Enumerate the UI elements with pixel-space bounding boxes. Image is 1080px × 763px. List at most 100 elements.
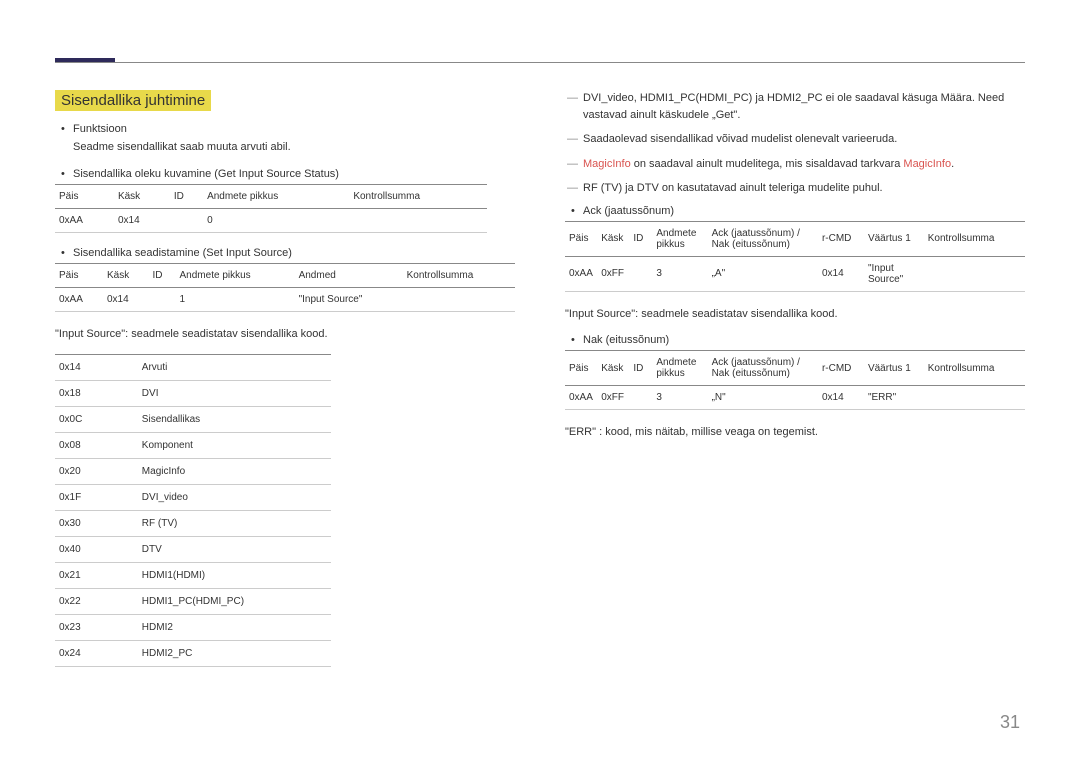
td: 0xAA [565, 386, 597, 410]
th: Kontrollsumma [403, 263, 515, 287]
err-note: "ERR" : kood, mis näitab, millise veaga … [565, 424, 1025, 441]
code-hex: 0x1F [55, 485, 138, 511]
left-column: Sisendallika juhtimine Funktsioon Seadme… [55, 90, 515, 681]
td [349, 208, 487, 232]
table-nak: Päis Käsk ID Andmete pikkus Ack (jaatuss… [565, 350, 1025, 410]
table-source-codes: 0x14Arvuti0x18DVI0x0CSisendallikas0x08Ko… [55, 354, 331, 667]
note-dvi: DVI_video, HDMI1_PC(HDMI_PC) ja HDMI2_PC… [583, 90, 1025, 123]
table-ack: Päis Käsk ID Andmete pikkus Ack (jaatuss… [565, 221, 1025, 292]
code-hex: 0x23 [55, 615, 138, 641]
th: Kontrollsumma [349, 184, 487, 208]
td: „A" [708, 256, 818, 291]
code-hex: 0x24 [55, 641, 138, 667]
funktsioon-desc: Seadme sisendallikat saab muuta arvuti a… [73, 139, 515, 156]
td: 3 [652, 386, 707, 410]
td [170, 208, 203, 232]
td [403, 287, 515, 311]
th: Käsk [114, 184, 170, 208]
code-label: Arvuti [138, 355, 331, 381]
td [148, 287, 175, 311]
td: 3 [652, 256, 707, 291]
th: ID [170, 184, 203, 208]
th: Andmed [295, 263, 403, 287]
page-content: Sisendallika juhtimine Funktsioon Seadme… [55, 90, 1025, 681]
code-label: Sisendallikas [138, 407, 331, 433]
code-label: DTV [138, 537, 331, 563]
code-label: HDMI1(HDMI) [138, 563, 331, 589]
section-title: Sisendallika juhtimine [55, 90, 211, 111]
th: Väärtus 1 [864, 351, 924, 386]
th: Päis [565, 351, 597, 386]
code-label: DVI [138, 381, 331, 407]
code-label: HDMI2 [138, 615, 331, 641]
th: Andmete pikkus [652, 221, 707, 256]
th: ID [148, 263, 175, 287]
td [924, 256, 1025, 291]
th: Kontrollsumma [924, 351, 1025, 386]
td: "ERR" [864, 386, 924, 410]
td: 0x14 [103, 287, 148, 311]
input-source-note: "Input Source": seadmele seadistatav sis… [55, 326, 515, 343]
th: Andmete pikkus [176, 263, 295, 287]
td: 1 [176, 287, 295, 311]
th: ID [629, 221, 652, 256]
td: 0xFF [597, 386, 629, 410]
th: Andmete pikkus [652, 351, 707, 386]
th: Ack (jaatussõnum) / Nak (eitussõnum) [708, 351, 818, 386]
highlight-magicinfo: MagicInfo [583, 158, 631, 170]
td: 0xAA [55, 287, 103, 311]
th: Päis [55, 263, 103, 287]
th: Kontrollsumma [924, 221, 1025, 256]
note3-mid: on saadaval ainult mudelitega, mis sisal… [631, 158, 904, 170]
right-column: DVI_video, HDMI1_PC(HDMI_PC) ja HDMI2_PC… [565, 90, 1025, 681]
page-number: 31 [1000, 712, 1020, 733]
code-label: MagicInfo [138, 459, 331, 485]
code-label: DVI_video [138, 485, 331, 511]
td [629, 256, 652, 291]
th: r-CMD [818, 221, 864, 256]
note-sources: Saadaolevad sisendallikad võivad mudelis… [583, 131, 1025, 148]
th: Ack (jaatussõnum) / Nak (eitussõnum) [708, 221, 818, 256]
td: 0xFF [597, 256, 629, 291]
th: Päis [55, 184, 114, 208]
bullet-set-source: Sisendallika seadistamine (Set Input Sou… [73, 247, 515, 259]
td: "Input Source" [295, 287, 403, 311]
bullet-get-status: Sisendallika oleku kuvamine (Get Input S… [73, 168, 515, 180]
table-set-source: Päis Käsk ID Andmete pikkus Andmed Kontr… [55, 263, 515, 312]
td: 0x14 [818, 386, 864, 410]
td: „N" [708, 386, 818, 410]
code-hex: 0x14 [55, 355, 138, 381]
td [924, 386, 1025, 410]
th: Käsk [597, 221, 629, 256]
header-rule [55, 62, 1025, 63]
code-hex: 0x22 [55, 589, 138, 615]
td [629, 386, 652, 410]
th: r-CMD [818, 351, 864, 386]
input-source-note-r: "Input Source": seadmele seadistatav sis… [565, 306, 1025, 323]
code-hex: 0x0C [55, 407, 138, 433]
td: 0x14 [818, 256, 864, 291]
code-hex: 0x08 [55, 433, 138, 459]
td: 0xAA [565, 256, 597, 291]
th: Käsk [597, 351, 629, 386]
th: Andmete pikkus [203, 184, 349, 208]
bullet-funktsioon: Funktsioon [73, 123, 515, 135]
code-hex: 0x40 [55, 537, 138, 563]
note-magicinfo: MagicInfo on saadaval ainult mudelitega,… [583, 156, 1025, 173]
note3-end: . [951, 158, 954, 170]
code-label: HDMI2_PC [138, 641, 331, 667]
note-rf-dtv: RF (TV) ja DTV on kasutatavad ainult tel… [583, 180, 1025, 197]
code-hex: 0x30 [55, 511, 138, 537]
code-hex: 0x18 [55, 381, 138, 407]
bullet-nak: Nak (eitussõnum) [583, 334, 1025, 346]
code-hex: 0x20 [55, 459, 138, 485]
code-label: Komponent [138, 433, 331, 459]
td: 0x14 [114, 208, 170, 232]
code-hex: 0x21 [55, 563, 138, 589]
td: 0 [203, 208, 349, 232]
th: Päis [565, 221, 597, 256]
td: 0xAA [55, 208, 114, 232]
table-get-status: Päis Käsk ID Andmete pikkus Kontrollsumm… [55, 184, 487, 233]
th: Väärtus 1 [864, 221, 924, 256]
bullet-ack: Ack (jaatussõnum) [583, 205, 1025, 217]
